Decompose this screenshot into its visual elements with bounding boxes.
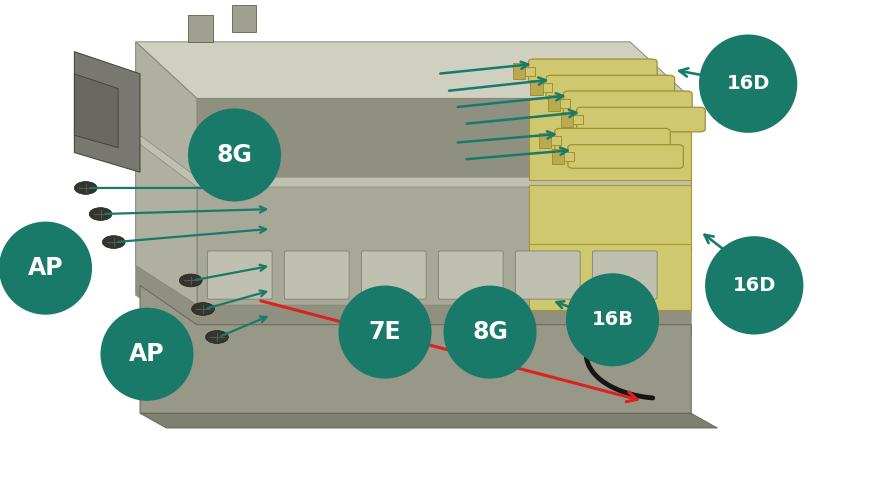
- Bar: [232, 5, 256, 32]
- Polygon shape: [136, 266, 691, 335]
- Polygon shape: [529, 184, 691, 251]
- Circle shape: [179, 274, 202, 287]
- Ellipse shape: [706, 237, 802, 334]
- Text: 8G: 8G: [473, 320, 508, 344]
- Ellipse shape: [189, 110, 280, 200]
- Ellipse shape: [700, 35, 796, 132]
- Bar: [188, 15, 213, 42]
- FancyBboxPatch shape: [284, 251, 349, 299]
- Polygon shape: [74, 74, 118, 148]
- Bar: [563, 152, 574, 161]
- Polygon shape: [136, 138, 197, 305]
- Ellipse shape: [444, 287, 536, 377]
- Polygon shape: [74, 52, 140, 172]
- Circle shape: [192, 303, 214, 315]
- Bar: [513, 63, 525, 79]
- Text: 16D: 16D: [732, 276, 776, 295]
- Ellipse shape: [0, 223, 91, 313]
- Bar: [552, 149, 564, 164]
- Polygon shape: [529, 244, 691, 310]
- FancyBboxPatch shape: [361, 251, 426, 299]
- Circle shape: [74, 182, 97, 194]
- Bar: [523, 66, 535, 76]
- Polygon shape: [529, 98, 691, 180]
- FancyBboxPatch shape: [555, 128, 670, 152]
- FancyBboxPatch shape: [207, 251, 272, 299]
- Text: 7E: 7E: [368, 320, 402, 344]
- Ellipse shape: [102, 309, 192, 400]
- Polygon shape: [140, 285, 691, 413]
- FancyBboxPatch shape: [546, 75, 675, 100]
- Text: 8G: 8G: [217, 143, 253, 167]
- Circle shape: [102, 236, 125, 248]
- FancyBboxPatch shape: [438, 251, 503, 299]
- Bar: [558, 98, 570, 108]
- FancyBboxPatch shape: [568, 145, 683, 168]
- Bar: [548, 95, 560, 111]
- Bar: [561, 112, 573, 127]
- FancyBboxPatch shape: [592, 251, 657, 299]
- Polygon shape: [140, 413, 717, 428]
- Bar: [541, 83, 552, 92]
- Text: AP: AP: [28, 256, 63, 280]
- Polygon shape: [131, 129, 691, 187]
- Text: AP: AP: [130, 342, 164, 366]
- Bar: [530, 80, 542, 95]
- Bar: [539, 133, 551, 148]
- FancyBboxPatch shape: [515, 251, 580, 299]
- Ellipse shape: [567, 275, 658, 365]
- Polygon shape: [197, 98, 691, 187]
- Ellipse shape: [340, 287, 430, 377]
- Circle shape: [89, 208, 112, 220]
- FancyBboxPatch shape: [577, 107, 705, 132]
- Circle shape: [206, 331, 228, 343]
- Text: 16B: 16B: [592, 310, 634, 329]
- Bar: [550, 136, 561, 145]
- Bar: [571, 115, 583, 124]
- FancyBboxPatch shape: [528, 59, 657, 84]
- Polygon shape: [136, 42, 197, 187]
- Polygon shape: [136, 42, 691, 98]
- Polygon shape: [197, 180, 691, 310]
- FancyBboxPatch shape: [564, 91, 692, 116]
- Text: 16D: 16D: [726, 74, 770, 93]
